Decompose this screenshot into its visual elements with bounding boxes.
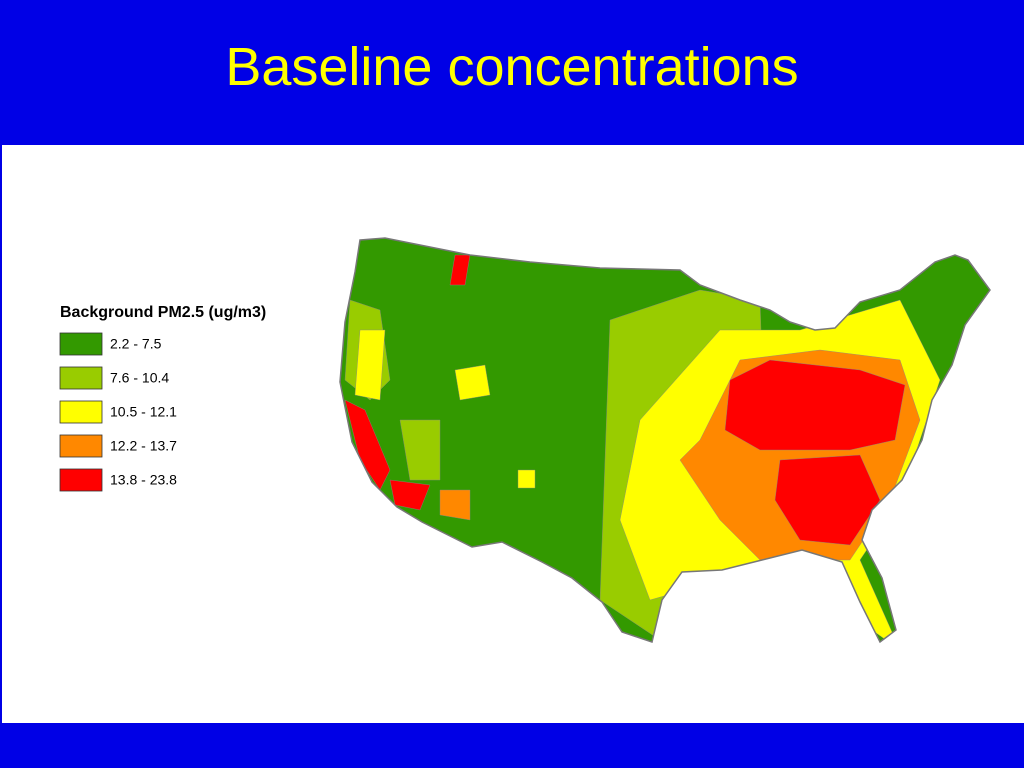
legend-label: 7.6 - 10.4 (110, 370, 169, 386)
region (517, 469, 536, 489)
region (399, 419, 441, 481)
border (0, 145, 2, 723)
slide-title: Baseline concentrations (225, 37, 799, 97)
region (774, 454, 881, 546)
legend-swatch (59, 400, 103, 424)
map (340, 238, 990, 642)
legend-swatch (59, 366, 103, 390)
region (354, 329, 386, 401)
legend-swatch (59, 468, 103, 492)
legend-label: 2.2 - 7.5 (110, 336, 162, 352)
legend-label: 12.2 - 13.7 (110, 438, 177, 454)
region (454, 364, 491, 401)
region (449, 254, 471, 286)
header-bar (0, 0, 1024, 145)
region (389, 479, 431, 511)
legend-swatch (59, 434, 103, 458)
legend-label: 13.8 - 23.8 (110, 472, 177, 488)
footer-bar (0, 723, 1024, 768)
legend-swatch (59, 332, 103, 356)
legend-label: 10.5 - 12.1 (110, 404, 177, 420)
region (439, 489, 471, 521)
legend: 2.2 - 7.5 7.6 - 10.4 10.5 - 12.1 12.2 - 13.… (59, 332, 177, 492)
region (344, 399, 391, 491)
region (724, 359, 906, 451)
legend-title: Background PM2.5 (ug/m3) (60, 304, 266, 321)
